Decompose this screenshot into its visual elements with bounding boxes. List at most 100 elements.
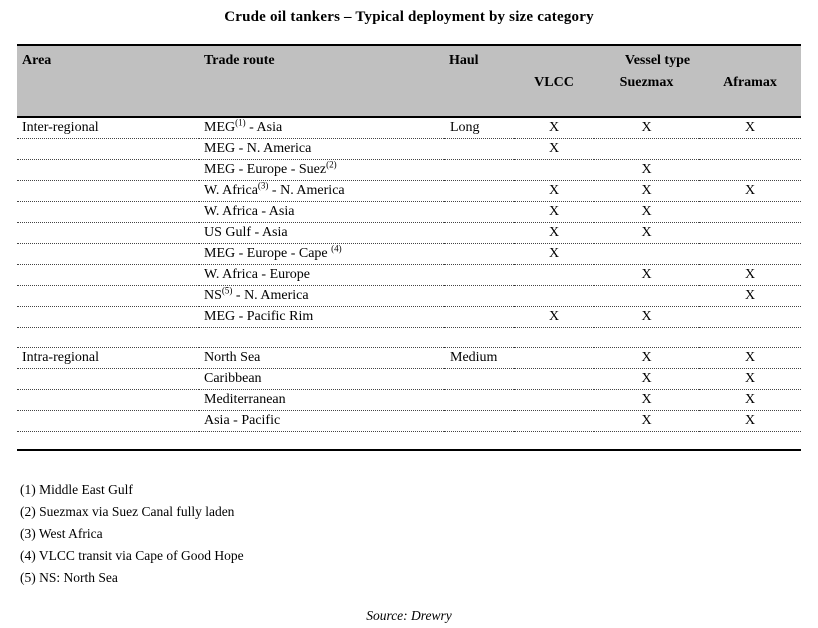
haul-cell [444, 244, 514, 265]
mark-cell-suezmax: X [641, 350, 652, 365]
page-title: Crude oil tankers – Typical deployment b… [224, 9, 594, 25]
mark-cell-vlcc [514, 348, 594, 369]
col-header-trade-route: Trade route [199, 45, 444, 117]
area-cell [17, 265, 199, 286]
route-text: Mediterranean [204, 392, 286, 407]
mark-cell-vlcc: X [548, 183, 560, 198]
col-header-area: Area [17, 45, 199, 117]
mark-cell-vlcc: X [548, 225, 560, 240]
route-footnote-ref: (5) [221, 285, 233, 296]
mark-cell-suezmax: X [641, 413, 652, 428]
table-bottom-spacer-row [17, 432, 801, 450]
table-row: Caribbean X X [17, 369, 801, 390]
haul-cell [444, 286, 514, 307]
mark-cell-aframax [699, 202, 801, 223]
route-cell: NS(5) - N. America [199, 286, 444, 307]
mark-cell-suezmax: X [641, 120, 652, 135]
route-text: W. Africa [204, 183, 258, 198]
mark-cell-aframax: X [744, 267, 756, 282]
route-cell: US Gulf - Asia [199, 223, 444, 244]
area-cell [17, 181, 199, 202]
footnote-1: (1) Middle East Gulf [20, 481, 133, 497]
area-cell [17, 244, 199, 265]
route-text: - N. America [232, 288, 309, 303]
mark-cell-aframax [699, 244, 801, 265]
area-cell [17, 390, 199, 411]
route-cell: MEG(1) - Asia [199, 117, 444, 139]
table-row: Mediterranean X X [17, 390, 801, 411]
mark-cell-aframax: X [744, 350, 756, 365]
route-cell: W. Africa - Europe [199, 265, 444, 286]
mark-cell-aframax: X [744, 183, 756, 198]
haul-cell: Long [450, 120, 480, 135]
mark-cell-aframax: X [744, 392, 756, 407]
source-attribution: Source: Drewry [366, 607, 452, 623]
haul-cell [444, 369, 514, 390]
area-cell [17, 307, 199, 328]
route-text: North Sea [204, 350, 261, 365]
route-cell: MEG - Europe - Cape (4) [199, 244, 444, 265]
area-cell [17, 223, 199, 244]
mark-cell-vlcc [514, 411, 594, 432]
table-row: Asia - Pacific X X [17, 411, 801, 432]
haul-cell [444, 223, 514, 244]
mark-cell-vlcc [514, 286, 594, 307]
route-text: MEG - Pacific Rim [204, 309, 314, 324]
route-footnote-ref: (3) [257, 180, 269, 191]
mark-cell-suezmax [594, 286, 699, 307]
area-cell: Inter-regional [22, 120, 99, 135]
route-cell: MEG - Europe - Suez(2) [199, 160, 444, 181]
route-cell: MEG - N. America [199, 139, 444, 160]
mark-cell-suezmax: X [641, 392, 652, 407]
area-cell [17, 286, 199, 307]
table-row: Inter-regional MEG(1) - Asia Long X X X [17, 117, 801, 139]
route-text: NS [204, 288, 222, 303]
haul-cell [444, 139, 514, 160]
table-row: W. Africa - Europe X X [17, 265, 801, 286]
mark-cell-aframax: X [744, 120, 756, 135]
route-text: W. Africa - Europe [204, 267, 310, 282]
table-row: MEG - N. America X [17, 139, 801, 160]
route-cell: Asia - Pacific [199, 411, 444, 432]
table-header: Area Trade route Haul Vessel type VLCC S… [17, 45, 801, 117]
mark-cell-suezmax: X [641, 309, 652, 324]
route-cell: MEG - Pacific Rim [199, 307, 444, 328]
area-cell [17, 202, 199, 223]
route-text: Asia - Pacific [204, 413, 281, 428]
mark-cell-vlcc: X [548, 120, 560, 135]
footnote-3: (3) West Africa [20, 525, 103, 541]
mark-cell-aframax: X [744, 413, 756, 428]
section-divider-row [17, 328, 801, 348]
table-row: Intra-regional North Sea Medium X X [17, 348, 801, 369]
mark-cell-aframax: X [744, 371, 756, 386]
route-footnote-ref: (1) [235, 117, 246, 128]
haul-cell [444, 411, 514, 432]
route-text: MEG [204, 120, 236, 135]
area-cell [17, 369, 199, 390]
col-header-aframax: Aframax [699, 70, 801, 117]
footnote-2: (2) Suezmax via Suez Canal fully laden [20, 503, 235, 519]
route-text: - Asia [245, 120, 283, 135]
haul-cell [444, 181, 514, 202]
mark-cell-suezmax: X [641, 162, 652, 177]
haul-cell: Medium [450, 350, 498, 365]
mark-cell-aframax [699, 139, 801, 160]
route-text: MEG - Europe - Suez [204, 162, 327, 177]
table-row: NS(5) - N. America X [17, 286, 801, 307]
route-text: Caribbean [204, 371, 262, 386]
mark-cell-vlcc: X [548, 141, 560, 156]
header-row-2: VLCC Suezmax Aframax [17, 70, 801, 117]
area-cell [17, 160, 199, 181]
mark-cell-suezmax [594, 139, 699, 160]
route-cell: North Sea [199, 348, 444, 369]
mark-cell-aframax [699, 160, 801, 181]
mark-cell-suezmax: X [641, 371, 652, 386]
area-cell: Intra-regional [22, 350, 99, 365]
route-cell: Caribbean [199, 369, 444, 390]
table-row: MEG - Europe - Cape (4) X [17, 244, 801, 265]
route-footnote-ref: (4) [331, 243, 342, 254]
route-text: - N. America [268, 183, 345, 198]
haul-cell [444, 160, 514, 181]
mark-cell-aframax: X [744, 288, 756, 303]
table-row: W. Africa(3) - N. America X X X [17, 181, 801, 202]
